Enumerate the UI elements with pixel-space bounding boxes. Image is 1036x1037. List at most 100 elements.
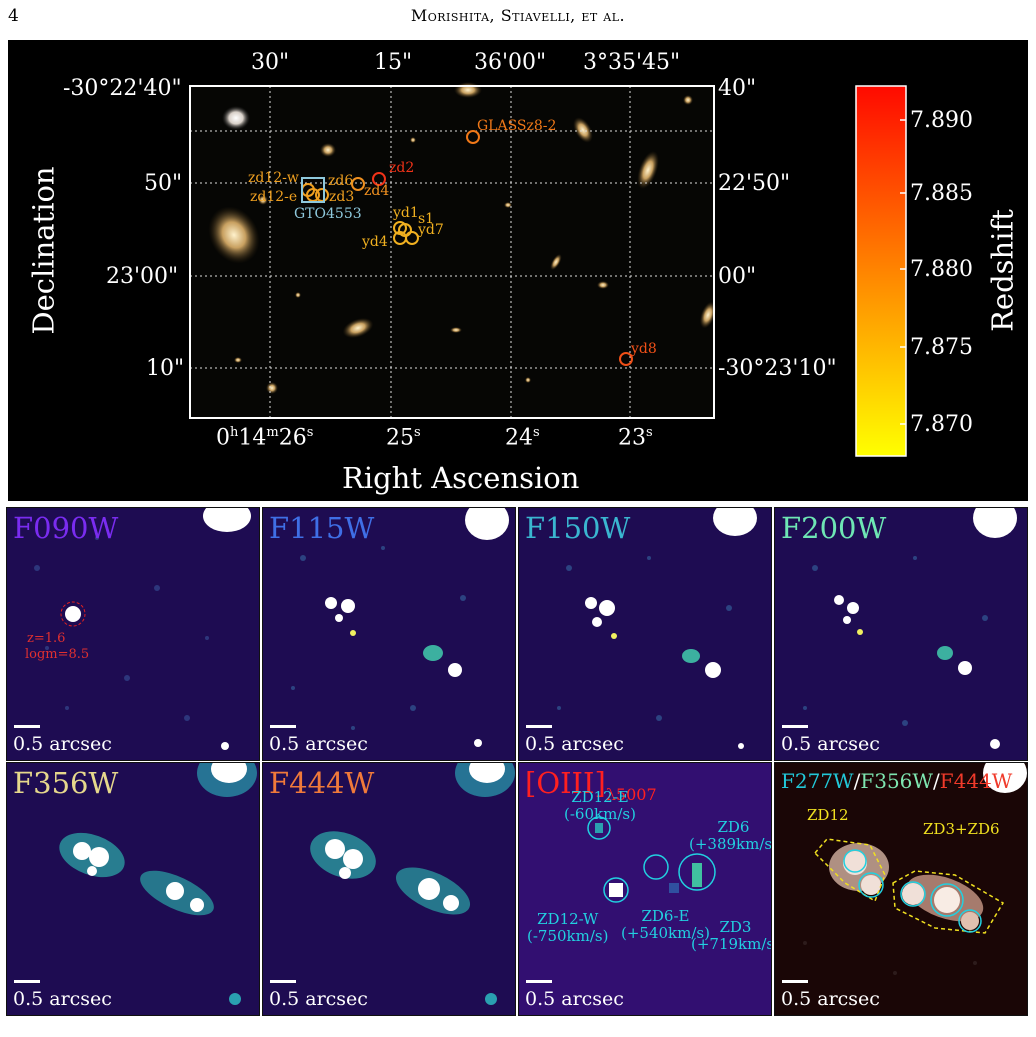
label-yd4: yd4 bbox=[362, 234, 388, 250]
galaxy bbox=[320, 143, 336, 157]
colorbar-tick: 7.885 bbox=[910, 181, 973, 206]
ann-zd3zd6: ZD3+ZD6 bbox=[923, 820, 1000, 838]
page-header: 4 Morishita, Stiavelli, et al. bbox=[0, 0, 1036, 36]
ann-zd12e: ZD12-E (-60km/s) bbox=[564, 788, 636, 824]
ra-second: 26 bbox=[278, 425, 307, 451]
rgb-filter-label: F277W/F356W/F444W bbox=[781, 769, 1013, 793]
galaxy bbox=[454, 82, 482, 98]
left-tick: 10" bbox=[146, 356, 185, 381]
galaxy bbox=[258, 195, 268, 205]
galaxy bbox=[504, 202, 512, 208]
ra-hour: 0 bbox=[216, 425, 230, 451]
left-tick: -30°22'40" bbox=[63, 76, 182, 101]
galaxy bbox=[699, 301, 717, 329]
label-glass: GLASSz8-2 bbox=[477, 118, 557, 134]
galaxy bbox=[208, 206, 260, 264]
scale-text: 0.5 arcsec bbox=[269, 733, 368, 755]
colorbar-title: Redshift bbox=[985, 209, 1020, 332]
scale-bar bbox=[270, 725, 296, 728]
field-map-panel: GLASSz8-2 zd2 zd12-w zd6 zd4 zd12-e zd3 … bbox=[8, 40, 1028, 501]
galaxy bbox=[597, 281, 609, 289]
filter-label: [OIII]λ5007 bbox=[525, 769, 657, 803]
marker-zd2 bbox=[372, 172, 386, 186]
bottom-tick: 25s bbox=[386, 425, 421, 451]
label-zd3: zd3 bbox=[329, 189, 355, 205]
scale-text: 0.5 arcsec bbox=[13, 733, 112, 755]
label-yd1: yd1 bbox=[393, 205, 419, 221]
thumb-f200w: F200W 0.5 arcsec bbox=[774, 507, 1028, 761]
bottom-tick: 24s bbox=[505, 425, 540, 451]
ann-zd6e: ZD6-E (+540km/s) bbox=[621, 907, 710, 943]
image-frame bbox=[189, 85, 715, 419]
label-zd12e: zd12-e bbox=[250, 189, 298, 205]
left-tick: 50" bbox=[144, 171, 183, 196]
galaxy bbox=[410, 137, 416, 143]
galaxy bbox=[637, 150, 659, 190]
thumb-f150w: F150W 0.5 arcsec bbox=[518, 507, 772, 761]
scale-bar bbox=[782, 980, 808, 983]
thumb-f115w: F115W 0.5 arcsec bbox=[262, 507, 516, 761]
top-tick: 15" bbox=[374, 50, 413, 75]
right-tick: -30°23'10" bbox=[718, 356, 837, 381]
scale-bar bbox=[270, 980, 296, 983]
filter-label: F115W bbox=[269, 511, 375, 545]
right-tick: 40" bbox=[718, 76, 757, 101]
label-zd12w: zd12-w bbox=[248, 170, 299, 186]
ann-zd3: ZD3 (+719km/s) bbox=[691, 918, 772, 954]
thumb-rgb: F277W/F356W/F444W ZD12 ZD3+ZD6 0.5 arcse… bbox=[774, 762, 1028, 1016]
filter-label: F200W bbox=[781, 511, 887, 545]
filter-label: F444W bbox=[269, 766, 375, 800]
galaxy bbox=[683, 95, 693, 105]
marker-yd8 bbox=[619, 352, 633, 366]
f277w-label: F277W bbox=[781, 769, 854, 793]
scale-bar bbox=[14, 980, 40, 983]
x-axis-title: Right Ascension bbox=[342, 461, 580, 495]
marker-zd6 bbox=[351, 177, 365, 191]
running-head: Morishita, Stiavelli, et al. bbox=[410, 6, 626, 25]
scale-bar bbox=[526, 980, 552, 983]
bottom-tick: 0h14m26s bbox=[216, 425, 314, 451]
thumb-f356w: F356W 0.5 arcsec bbox=[6, 762, 260, 1016]
galaxy bbox=[295, 292, 301, 298]
scale-text: 0.5 arcsec bbox=[269, 988, 368, 1010]
mass-annotation: logm=8.5 bbox=[25, 647, 90, 662]
galaxy bbox=[234, 357, 242, 363]
galaxy bbox=[342, 317, 374, 339]
label-s1: s1 bbox=[418, 211, 435, 227]
scale-bar bbox=[14, 725, 40, 728]
marker-yd7 bbox=[405, 231, 419, 245]
ra-minute: 14 bbox=[238, 425, 267, 451]
colorbar-tick: 7.880 bbox=[910, 257, 973, 282]
oiii-label: [OIII] bbox=[525, 766, 606, 800]
right-tick: 22'50" bbox=[718, 171, 791, 196]
colorbar-tick: 7.870 bbox=[910, 412, 973, 437]
z-annotation: z=1.6 bbox=[27, 631, 66, 646]
top-tick: 3°35'45" bbox=[583, 50, 681, 75]
ann-zd6: ZD6 (+389km/s) bbox=[689, 818, 772, 854]
label-yd7: yd7 bbox=[418, 222, 444, 238]
filter-label: F090W bbox=[13, 511, 119, 545]
ann-zd12: ZD12 bbox=[807, 806, 849, 824]
galaxy bbox=[525, 377, 531, 383]
galaxy bbox=[222, 106, 250, 130]
label-gto4553: GTO4553 bbox=[294, 206, 362, 222]
label-zd4: zd4 bbox=[364, 183, 390, 199]
colorbar-tick: 7.875 bbox=[910, 335, 973, 360]
thumb-f090w: F090W z=1.6 logm=8.5 0.5 arcsec bbox=[6, 507, 260, 761]
galaxy bbox=[450, 327, 462, 333]
scale-bar bbox=[782, 725, 808, 728]
scale-bar bbox=[526, 725, 552, 728]
noise bbox=[34, 536, 209, 721]
scale-text: 0.5 arcsec bbox=[525, 733, 624, 755]
scale-text: 0.5 arcsec bbox=[781, 988, 880, 1010]
colorbar-tick: 7.890 bbox=[910, 108, 973, 133]
thumb-oiii: [OIII]λ5007 ZD12-E (-60km/s) ZD12-W (-750k… bbox=[518, 762, 772, 1016]
f356w-label: F356W bbox=[860, 769, 933, 793]
thumb-f444w: F444W 0.5 arcsec bbox=[262, 762, 516, 1016]
right-tick: 00" bbox=[718, 264, 757, 289]
page-number: 4 bbox=[8, 6, 19, 26]
label-yd8: yd8 bbox=[631, 341, 657, 357]
bottom-tick: 23s bbox=[618, 425, 653, 451]
label-zd2: zd2 bbox=[389, 160, 415, 176]
marker-glass bbox=[466, 130, 480, 144]
